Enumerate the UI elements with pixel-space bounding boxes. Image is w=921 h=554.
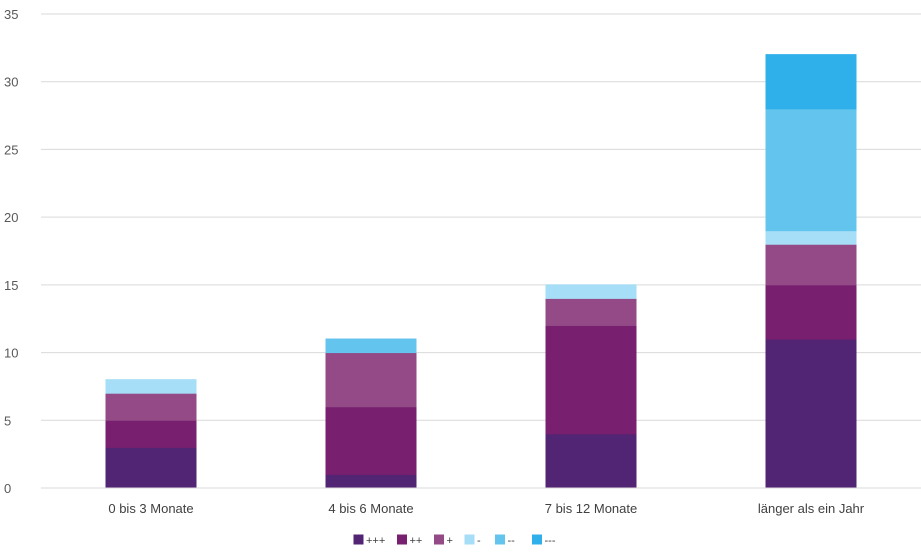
- y-tick-label: 25: [4, 142, 18, 157]
- legend-item: +: [434, 534, 453, 547]
- legend-swatch: [464, 534, 475, 545]
- bar-segment: [765, 230, 857, 245]
- legend-label: --: [508, 535, 516, 547]
- legend-swatch: [434, 534, 444, 545]
- bar-segment: [765, 338, 857, 489]
- category-label: 4 bis 6 Monate: [328, 501, 413, 516]
- legend-swatch: [353, 534, 364, 545]
- legend-label: +: [447, 535, 453, 547]
- legend-label: +++: [366, 535, 385, 547]
- legend-swatch: [532, 534, 542, 545]
- y-tick-label: 5: [4, 413, 11, 428]
- y-tick-label: 15: [4, 278, 18, 293]
- bar-segment: [325, 406, 417, 475]
- bar-segment: [105, 419, 197, 448]
- bar-segment: [105, 379, 197, 394]
- x-axis-category-labels: 0 bis 3 Monate 4 bis 6 Monate 7 bis 12 Mon…: [108, 501, 864, 516]
- y-tick-label: 10: [4, 346, 18, 361]
- legend-label: ---: [545, 535, 556, 547]
- bar-segment: [545, 324, 637, 435]
- category-label: 7 bis 12 Monate: [545, 501, 638, 516]
- bar-segment: [325, 352, 417, 408]
- y-tick-label: 20: [4, 210, 18, 225]
- bar-segment: [765, 54, 857, 110]
- legend-swatch: [495, 534, 505, 545]
- legend-item: ++: [397, 534, 423, 547]
- bar-segment: [545, 284, 637, 299]
- gridlines: [41, 13, 921, 421]
- category-label: länger als ein Jahr: [758, 501, 865, 516]
- bar-segment: [105, 392, 197, 421]
- y-tick-label: 30: [4, 75, 18, 90]
- bar-segment: [545, 297, 637, 326]
- bar-segment: [325, 473, 417, 489]
- legend-item: +++: [353, 534, 385, 547]
- bar-segment: [765, 108, 857, 232]
- category-label: 0 bis 3 Monate: [108, 501, 193, 516]
- bar-segment: [105, 446, 197, 489]
- bar-segment: [765, 284, 857, 340]
- bar-segment: [765, 243, 857, 286]
- y-tick-label: 35: [4, 7, 18, 22]
- y-axis-tick-labels: 0 5 10 15 20 25 30 35: [4, 7, 18, 496]
- legend: +++ ++ + - -- ---: [353, 534, 556, 547]
- bar-segment: [325, 338, 417, 354]
- legend-item: -: [464, 534, 481, 547]
- legend-item: ---: [532, 534, 556, 547]
- bars: [105, 54, 857, 489]
- legend-swatch: [397, 534, 407, 545]
- legend-label: ++: [410, 535, 423, 547]
- bar-segment: [545, 433, 637, 489]
- y-tick-label: 0: [4, 481, 11, 496]
- legend-label: -: [477, 535, 481, 547]
- legend-item: --: [495, 534, 516, 547]
